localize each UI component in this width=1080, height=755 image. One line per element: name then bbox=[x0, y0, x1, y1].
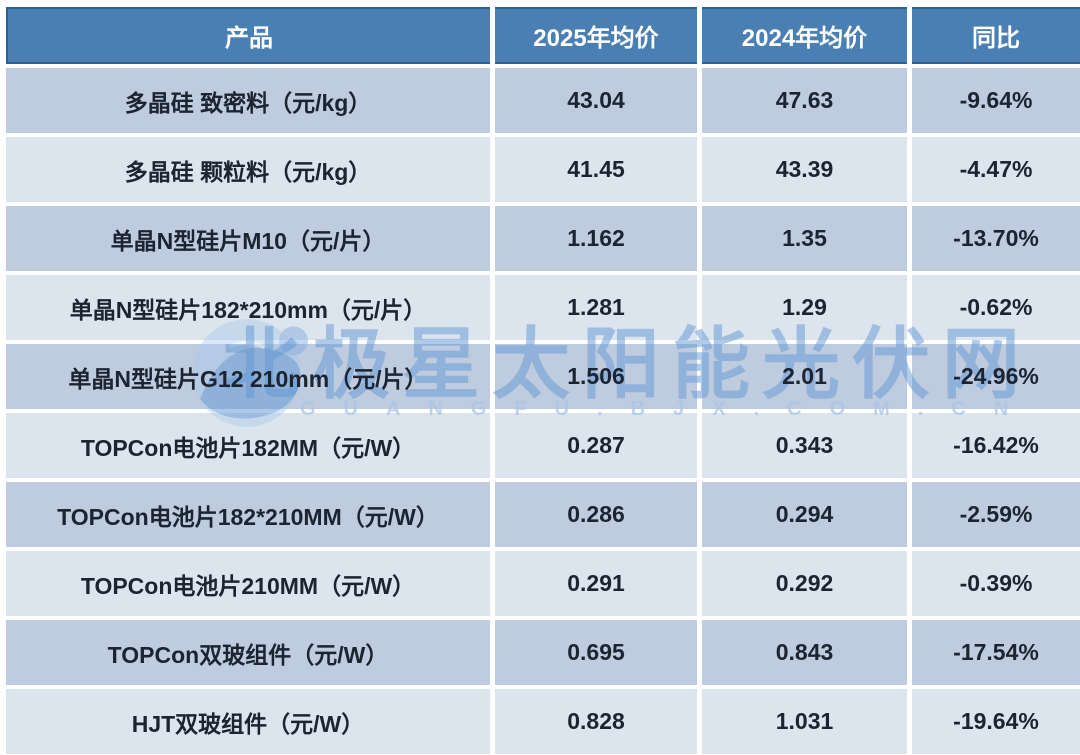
yoy-value: -19.64% bbox=[953, 708, 1039, 734]
yoy-value: -16.42% bbox=[953, 432, 1039, 458]
price-2024-value: 43.39 bbox=[775, 156, 834, 182]
yoy-cell: -0.62% bbox=[912, 275, 1080, 340]
price-2024-cell: 1.35 bbox=[702, 206, 907, 271]
price-2025-cell: 0.291 bbox=[495, 551, 697, 616]
price-2024-cell: 0.843 bbox=[702, 620, 907, 685]
yoy-cell: -17.54% bbox=[912, 620, 1080, 685]
product-cell: 多晶硅 致密料（元/kg） bbox=[6, 68, 490, 133]
price-2025-value: 0.695 bbox=[567, 639, 625, 665]
price-2025-cell: 0.828 bbox=[495, 689, 697, 754]
price-2025-cell: 41.45 bbox=[495, 137, 697, 202]
product-cell: 单晶N型硅片G12 210mm（元/片） bbox=[6, 344, 490, 409]
product-cell: TOPCon双玻组件（元/W） bbox=[6, 620, 490, 685]
price-2025-value: 41.45 bbox=[567, 156, 625, 182]
price-2024-value: 1.031 bbox=[775, 708, 834, 734]
price-2024-value: 0.294 bbox=[775, 501, 834, 527]
price-2025-cell: 0.286 bbox=[495, 482, 697, 547]
yoy-cell: -4.47% bbox=[912, 137, 1080, 202]
price-2024-value: 2.01 bbox=[782, 363, 827, 389]
yoy-cell: -19.64% bbox=[912, 689, 1080, 754]
price-2025-cell: 1.506 bbox=[495, 344, 697, 409]
yoy-cell: -2.59% bbox=[912, 482, 1080, 547]
price-2024-cell: 47.63 bbox=[702, 68, 907, 133]
price-2025-cell: 0.695 bbox=[495, 620, 697, 685]
price-2024-value: 0.292 bbox=[775, 570, 834, 596]
product-cell: TOPCon电池片182*210MM（元/W） bbox=[6, 482, 490, 547]
yoy-value: -13.70% bbox=[953, 225, 1039, 251]
product-cell: 单晶N型硅片M10（元/片） bbox=[6, 206, 490, 271]
yoy-value: -0.62% bbox=[959, 294, 1033, 320]
price-2025-value: 0.291 bbox=[567, 570, 625, 596]
price-2025-value: 0.828 bbox=[567, 708, 625, 734]
price-2024-cell: 0.343 bbox=[702, 413, 907, 478]
product-label: 单晶N型硅片M10（元/片） bbox=[110, 227, 386, 254]
yoy-cell: -16.42% bbox=[912, 413, 1080, 478]
product-label: 单晶N型硅片G12 210mm（元/片） bbox=[68, 365, 428, 392]
price-2025-value: 43.04 bbox=[567, 87, 625, 113]
product-label: TOPCon电池片182MM（元/W） bbox=[80, 434, 416, 461]
price-2024-value: 1.35 bbox=[782, 225, 827, 251]
price-2024-value: 47.63 bbox=[775, 87, 834, 113]
product-label: HJT双玻组件（元/W） bbox=[131, 710, 365, 737]
product-label: 多晶硅 致密料（元/kg） bbox=[124, 89, 372, 116]
price-2024-cell: 0.294 bbox=[702, 482, 907, 547]
price-2025-value: 0.287 bbox=[567, 432, 625, 458]
column-header-avg-2025: 2025年均价 bbox=[495, 7, 697, 64]
yoy-cell: -13.70% bbox=[912, 206, 1080, 271]
column-header-avg-2024: 2024年均价 bbox=[702, 7, 907, 64]
product-label: TOPCon双玻组件（元/W） bbox=[107, 641, 389, 668]
price-2024-cell: 1.031 bbox=[702, 689, 907, 754]
price-2024-cell: 0.292 bbox=[702, 551, 907, 616]
column-header-yoy: 同比 bbox=[912, 7, 1080, 64]
price-2025-value: 1.162 bbox=[567, 225, 625, 251]
price-table: 产品 2025年均价 2024年均价 同比 多晶硅 致密料（元/kg） 43.0… bbox=[6, 7, 1080, 754]
price-2025-value: 1.281 bbox=[567, 294, 625, 320]
product-label: TOPCon电池片210MM（元/W） bbox=[80, 572, 416, 599]
yoy-value: -24.96% bbox=[953, 363, 1039, 389]
price-2024-value: 1.29 bbox=[782, 294, 827, 320]
product-cell: 单晶N型硅片182*210mm（元/片） bbox=[6, 275, 490, 340]
yoy-cell: -0.39% bbox=[912, 551, 1080, 616]
price-2025-value: 0.286 bbox=[567, 501, 625, 527]
price-2024-cell: 43.39 bbox=[702, 137, 907, 202]
price-2025-cell: 1.281 bbox=[495, 275, 697, 340]
price-2024-cell: 1.29 bbox=[702, 275, 907, 340]
yoy-cell: -24.96% bbox=[912, 344, 1080, 409]
price-2024-cell: 2.01 bbox=[702, 344, 907, 409]
product-cell: 多晶硅 颗粒料（元/kg） bbox=[6, 137, 490, 202]
yoy-value: -9.64% bbox=[959, 87, 1033, 113]
product-label: TOPCon电池片182*210MM（元/W） bbox=[57, 503, 439, 530]
column-header-product: 产品 bbox=[6, 7, 490, 64]
price-2025-cell: 0.287 bbox=[495, 413, 697, 478]
product-cell: TOPCon电池片182MM（元/W） bbox=[6, 413, 490, 478]
product-label: 多晶硅 颗粒料（元/kg） bbox=[124, 158, 372, 185]
yoy-cell: -9.64% bbox=[912, 68, 1080, 133]
product-cell: TOPCon电池片210MM（元/W） bbox=[6, 551, 490, 616]
yoy-value: -2.59% bbox=[959, 501, 1033, 527]
product-label: 单晶N型硅片182*210mm（元/片） bbox=[69, 296, 427, 323]
yoy-value: -17.54% bbox=[953, 639, 1039, 665]
price-2025-value: 1.506 bbox=[567, 363, 625, 389]
price-2025-cell: 1.162 bbox=[495, 206, 697, 271]
price-2025-cell: 43.04 bbox=[495, 68, 697, 133]
product-cell: HJT双玻组件（元/W） bbox=[6, 689, 490, 754]
yoy-value: -4.47% bbox=[959, 156, 1033, 182]
price-2024-value: 0.343 bbox=[775, 432, 834, 458]
yoy-value: -0.39% bbox=[959, 570, 1033, 596]
price-2024-value: 0.843 bbox=[775, 639, 834, 665]
